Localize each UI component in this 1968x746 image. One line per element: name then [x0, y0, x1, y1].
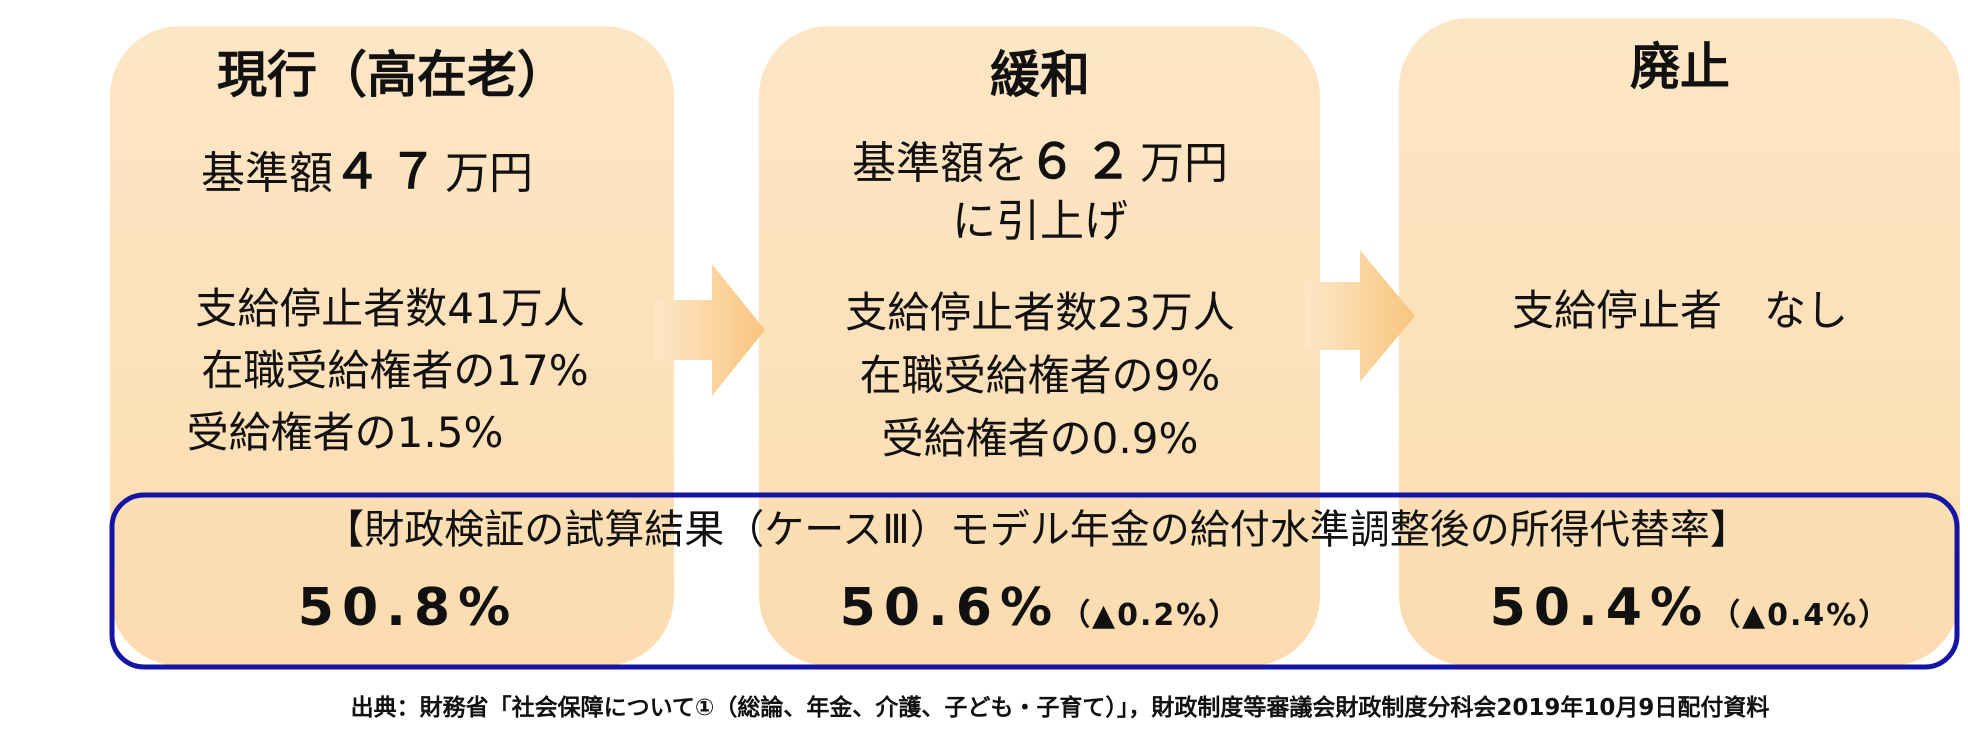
- arrow: [1305, 250, 1415, 382]
- result-value: 50.8%: [298, 582, 518, 634]
- rate: 50.6%: [839, 578, 1061, 638]
- panel-title: 現行（高在老）: [217, 46, 567, 104]
- stop-line: 在職受給権者の17%: [201, 346, 589, 395]
- result-box: [109, 492, 1960, 670]
- rate: 50.4%: [1489, 578, 1711, 638]
- stop-line: 在職受給権者の9%: [859, 351, 1221, 400]
- panel-title: 廃止: [1630, 38, 1730, 96]
- rate: 50.8%: [297, 578, 519, 638]
- stop-line: 受給権者の1.5%: [186, 408, 504, 457]
- result-value: 50.6%（▲0.2%）: [840, 582, 1241, 634]
- panel: [110, 26, 674, 666]
- base-suffix: 万円: [1140, 138, 1229, 189]
- result-heading: 【財政検証の試算結果（ケースⅢ）モデル年金の給付水準調整後の所得代替率】: [324, 507, 1750, 553]
- base-line: 基準額を６２万円: [852, 138, 1228, 186]
- base-line: に引上げ: [952, 200, 1128, 244]
- arrow: [655, 264, 765, 396]
- stop-line: 支給停止者数23万人: [845, 288, 1235, 337]
- stop-line: 受給権者の0.9%: [881, 414, 1199, 463]
- base-amount: ４７: [332, 144, 446, 200]
- stop-line: 支給停止者 なし: [1511, 286, 1849, 335]
- base-prefix: に引上げ: [952, 196, 1128, 247]
- diff: （▲0.4%）: [1710, 598, 1891, 633]
- base-suffix: 万円: [445, 148, 534, 199]
- base-prefix: 基準額を: [851, 138, 1028, 189]
- panel-title: 緩和: [990, 46, 1090, 104]
- stop-line: 支給停止者数41万人: [195, 284, 585, 333]
- panel: [1399, 18, 1960, 666]
- base-prefix: 基準額: [200, 148, 333, 199]
- result-value: 50.4%（▲0.4%）: [1490, 582, 1891, 634]
- base-amount: ６２: [1027, 134, 1141, 190]
- diff: （▲0.2%）: [1060, 598, 1241, 633]
- base-line: 基準額４７万円: [201, 148, 533, 196]
- source: 出典：財務省「社会保障について①（総論、年金、介護、子ども・子育て）」，財政制度…: [350, 695, 1770, 721]
- panel: [759, 26, 1320, 666]
